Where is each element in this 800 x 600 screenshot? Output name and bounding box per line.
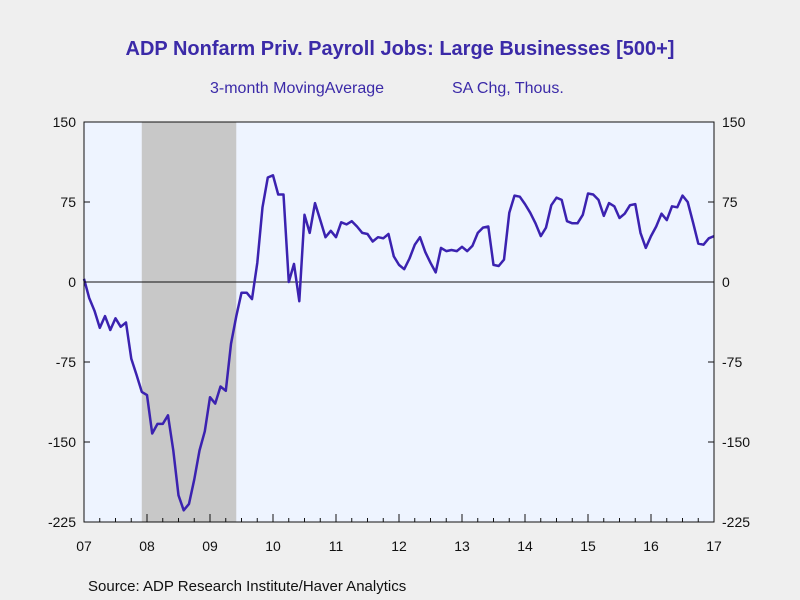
recession-band <box>141 122 237 522</box>
y-tick-label-left: -75 <box>56 354 76 370</box>
y-tick-label-right: -150 <box>722 434 750 450</box>
x-tick-label: 15 <box>580 538 596 554</box>
source-note: Source: ADP Research Institute/Haver Ana… <box>88 578 407 595</box>
y-tick-label-left: 150 <box>53 114 77 130</box>
chart-subtitle-left: 3-month MovingAverage <box>210 80 385 97</box>
x-tick-label: 17 <box>706 538 722 554</box>
y-tick-label-right: 75 <box>722 194 738 210</box>
x-tick-label: 12 <box>391 538 407 554</box>
x-tick-label: 14 <box>517 538 533 554</box>
chart-title: ADP Nonfarm Priv. Payroll Jobs: Large Bu… <box>125 38 675 60</box>
y-tick-label-right: -75 <box>722 354 742 370</box>
x-tick-label: 07 <box>76 538 92 554</box>
x-tick-label: 11 <box>329 538 344 554</box>
y-tick-label-right: 0 <box>722 274 730 290</box>
y-tick-label-left: 0 <box>68 274 76 290</box>
y-tick-label-left: -150 <box>48 434 76 450</box>
x-tick-label: 16 <box>643 538 659 554</box>
x-tick-label: 10 <box>265 538 281 554</box>
y-tick-label-left: -225 <box>48 514 76 530</box>
y-tick-label-left: 75 <box>60 194 76 210</box>
x-tick-label: 09 <box>202 538 218 554</box>
y-tick-label-right: -225 <box>722 514 750 530</box>
chart-subtitle-right: SA Chg, Thous. <box>452 80 564 97</box>
x-tick-label: 13 <box>454 538 470 554</box>
series-line <box>82 174 715 512</box>
y-tick-label-right: 150 <box>722 114 746 130</box>
x-tick-label: 08 <box>139 538 155 554</box>
